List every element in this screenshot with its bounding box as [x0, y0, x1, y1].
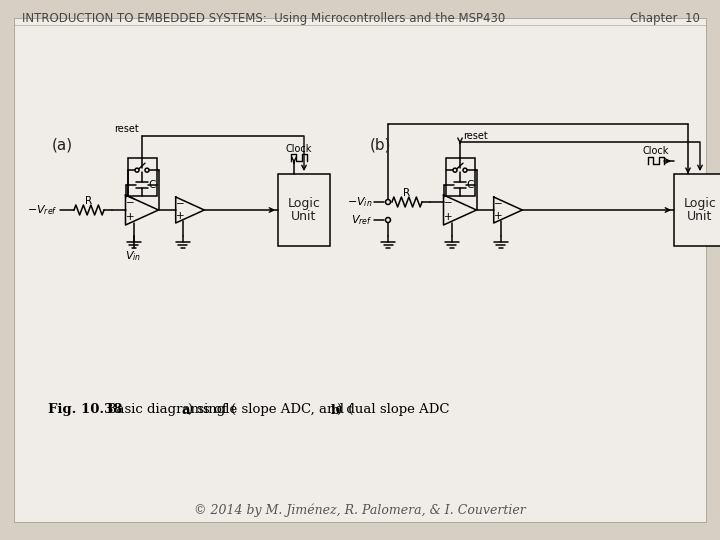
Text: C: C [148, 180, 156, 191]
Text: Basic diagrams of (: Basic diagrams of ( [94, 403, 236, 416]
Text: Fig. 10.38: Fig. 10.38 [48, 403, 122, 416]
Text: b: b [331, 403, 341, 416]
Text: $V_{ref}$: $V_{ref}$ [351, 213, 372, 227]
Bar [278, 174, 330, 246]
Text: C: C [467, 180, 474, 191]
Circle shape [145, 168, 149, 172]
Text: +: + [176, 211, 185, 221]
Text: +: + [495, 211, 503, 221]
Text: reset: reset [463, 131, 487, 141]
Text: Chapter  10: Chapter 10 [630, 12, 700, 25]
Bar [446, 158, 474, 196]
Text: INTRODUCTION TO EMBEDDED SYSTEMS:  Using Microcontrollers and the MSP430: INTRODUCTION TO EMBEDDED SYSTEMS: Using … [22, 12, 505, 25]
Text: (a): (a) [52, 138, 73, 152]
Text: Clock: Clock [643, 146, 669, 156]
Text: −: − [495, 199, 503, 209]
Text: Unit: Unit [688, 211, 713, 224]
Text: ) dual slope ADC: ) dual slope ADC [337, 403, 449, 416]
Text: +: + [444, 212, 453, 222]
Circle shape [385, 199, 390, 205]
Circle shape [135, 168, 139, 172]
Text: Logic: Logic [287, 197, 320, 210]
Text: ) single slope ADC, and (: ) single slope ADC, and ( [188, 403, 354, 416]
Text: −: − [126, 198, 135, 208]
Text: $-V_{ref}$: $-V_{ref}$ [27, 203, 58, 217]
Text: +: + [126, 212, 135, 222]
Text: −: − [176, 199, 185, 209]
Circle shape [463, 168, 467, 172]
Text: $-V_{in}$: $-V_{in}$ [346, 195, 372, 209]
Text: $V_{in}$: $V_{in}$ [125, 249, 142, 263]
Bar [674, 174, 720, 246]
Text: © 2014 by M. Jiménez, R. Palomera, & I. Couvertier: © 2014 by M. Jiménez, R. Palomera, & I. … [194, 503, 526, 517]
Text: Unit: Unit [292, 211, 317, 224]
Text: Logic: Logic [683, 197, 716, 210]
Text: R: R [403, 188, 410, 198]
Text: Clock: Clock [286, 144, 312, 154]
Bar [127, 158, 156, 196]
Circle shape [385, 218, 390, 222]
Circle shape [453, 168, 457, 172]
Text: (b): (b) [370, 138, 392, 152]
Text: reset: reset [114, 124, 139, 134]
Text: R: R [86, 196, 93, 206]
Text: a: a [182, 403, 191, 416]
Text: −: − [444, 198, 453, 208]
